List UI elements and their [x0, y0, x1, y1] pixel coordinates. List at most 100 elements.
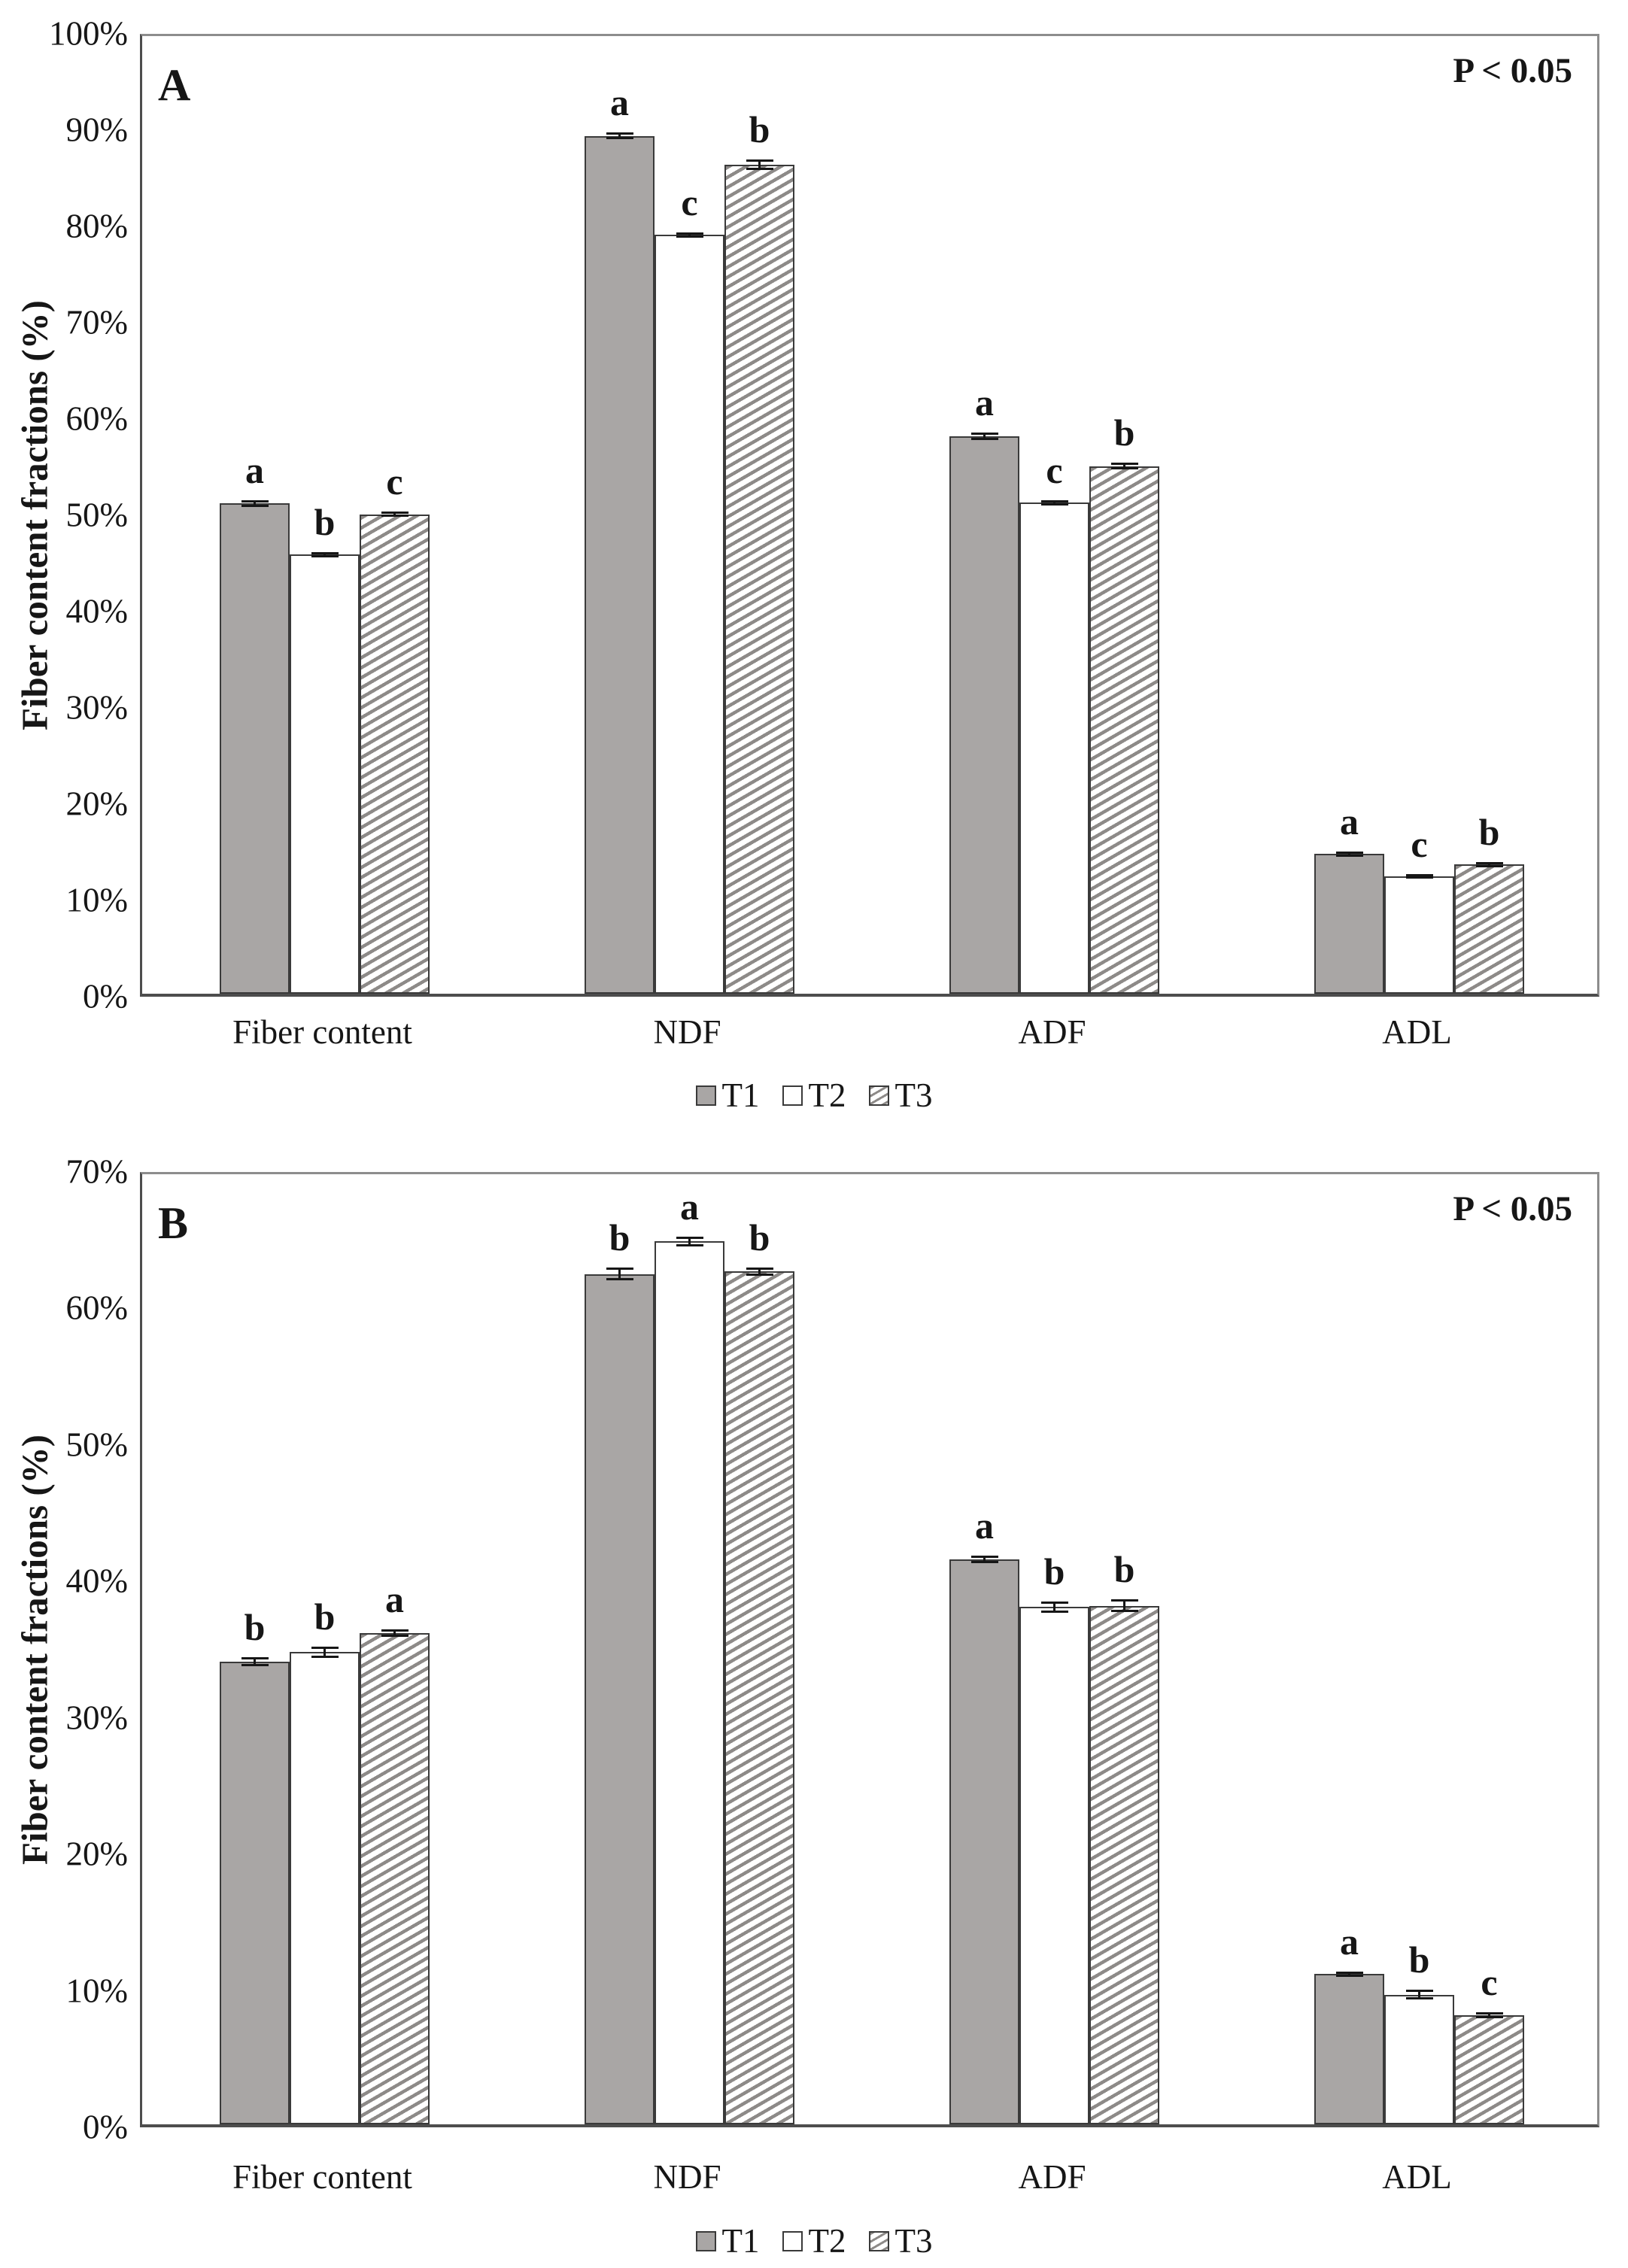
x-category-label-adf: ADF [1018, 1013, 1086, 1051]
error-bar-cap-top [241, 500, 269, 503]
sig-letter-t1-adf: a [975, 381, 994, 424]
x-category-label-adl: ADL [1382, 2158, 1452, 2196]
error-bar-cap-top [1405, 1990, 1433, 1993]
error-bar-cap-top [1475, 861, 1503, 864]
bar-t3-ndf [724, 164, 794, 994]
bar-t2-adl [1384, 1994, 1454, 2124]
legend-label-t2: T2 [808, 2222, 846, 2260]
legend-item-t2: T2 [782, 1076, 846, 1115]
sig-letter-t2-ndf: a [680, 1185, 699, 1228]
bar-t2-adf [1019, 502, 1089, 994]
error-bar-cap-top [311, 551, 339, 554]
error-bar-cap-bottom [241, 1663, 269, 1666]
y-tick-label: 50% [65, 1425, 129, 1464]
bar-t2-adf [1019, 1607, 1089, 2124]
error-bar-whisker [1053, 1602, 1055, 1612]
error-bar-cap-top [676, 232, 703, 235]
y-tick-label: 100% [49, 14, 128, 53]
error-bar-whisker [1123, 1600, 1125, 1611]
sig-letter-t3-fiber-content: c [386, 460, 403, 502]
error-bar-cap-bottom [1335, 1975, 1363, 1978]
legend-item-t1: T1 [695, 1076, 760, 1115]
error-bar-cap-top [1040, 499, 1068, 502]
x-category-label-ndf: NDF [653, 1013, 721, 1051]
error-bar-cap-bottom [1475, 865, 1503, 868]
bar-t2-ndf [655, 1241, 724, 2124]
bar-t1-adl [1314, 854, 1384, 994]
error-bar-cap-bottom [746, 167, 773, 170]
t2-white-swatch [782, 1085, 803, 1106]
legend-item-t1: T1 [695, 2221, 760, 2260]
sig-letter-t2-adl: b [1408, 1939, 1430, 1981]
sig-letter-t2-ndf: c [681, 181, 698, 223]
plot-area-b: b b a b a b a b b a b c [140, 1172, 1599, 2127]
error-bar-cap-bottom [1040, 502, 1068, 506]
panel-letter: A [158, 60, 191, 110]
error-bar-cap-bottom [1405, 876, 1433, 879]
error-bar-cap-top [1335, 851, 1363, 854]
sig-letter-t1-fiber-content: b [244, 1606, 266, 1649]
error-bar-cap-bottom [381, 1634, 409, 1637]
legend-item-t3: T3 [868, 2221, 933, 2260]
error-bar-cap-top [381, 512, 409, 514]
sig-letter-t1-adl: a [1340, 1920, 1359, 1963]
error-bar-cap-bottom [241, 504, 269, 507]
error-bar-cap-bottom [1110, 466, 1138, 469]
y-tick-label: 50% [65, 496, 129, 534]
y-tick-label: 90% [65, 111, 129, 149]
sig-letter-t3-adl: b [1478, 810, 1500, 853]
y-axis-title: Fiber content fractions (%) [14, 1435, 56, 1865]
y-tick-label: 70% [65, 303, 129, 342]
error-bar-cap-bottom [1405, 1997, 1433, 2000]
error-bar-cap-bottom [676, 235, 703, 238]
t1-gray-swatch [695, 1085, 716, 1106]
y-tick-label: 40% [65, 592, 129, 630]
error-bar-whisker [983, 433, 986, 439]
error-bar-whisker [254, 1658, 256, 1665]
sig-letter-t2-adf: b [1043, 1550, 1065, 1593]
error-bar-whisker [1488, 862, 1490, 867]
p-value-note: P < 0.05 [1453, 51, 1572, 90]
error-bar-whisker [1418, 1990, 1420, 1999]
x-category-label-adf: ADF [1018, 2158, 1086, 2196]
error-bar-cap-bottom [970, 1560, 998, 1563]
error-bar-cap-top [970, 433, 998, 436]
sig-letter-t3-fiber-content: a [385, 1578, 404, 1621]
legend: T1 T2 T3 [0, 2221, 1628, 2260]
y-tick-label: 60% [65, 399, 129, 438]
panel-letter: B [158, 1198, 189, 1248]
bar-t1-fiber-content [220, 1661, 290, 2124]
sig-letter-t1-ndf: b [609, 1216, 630, 1259]
bar-t1-adf [949, 1559, 1019, 2124]
y-tick-label: 60% [65, 1289, 129, 1327]
error-bar-cap-top [970, 1556, 998, 1559]
error-bar-cap-bottom [1040, 1610, 1068, 1613]
sig-letter-t2-adl: c [1411, 822, 1428, 865]
error-bar-cap-bottom [606, 137, 633, 140]
legend-label-t1: T1 [721, 1076, 760, 1114]
y-tick-label: 20% [65, 1835, 129, 1873]
sig-letter-t1-fiber-content: a [245, 449, 264, 492]
error-bar-whisker [393, 512, 396, 517]
x-category-label-fiber-content: Fiber content [232, 2158, 412, 2196]
error-bar-cap-bottom [746, 1273, 773, 1276]
error-bar-whisker [323, 1647, 326, 1657]
error-bar-whisker [688, 232, 691, 237]
y-tick-label: 80% [65, 207, 129, 245]
bar-t2-ndf [655, 235, 724, 994]
error-bar-whisker [1348, 852, 1350, 856]
legend-item-t2: T2 [782, 2221, 846, 2260]
error-bar-whisker [1053, 500, 1055, 505]
x-category-label-adl: ADL [1382, 1013, 1452, 1051]
y-tick-label: 0% [83, 977, 128, 1016]
legend-item-t3: T3 [868, 1076, 933, 1115]
error-bar-cap-bottom [381, 515, 409, 518]
sig-letter-t2-fiber-content: b [314, 500, 336, 543]
error-bar-cap-bottom [970, 437, 998, 440]
error-bar-whisker [254, 501, 256, 506]
sig-letter-t3-ndf: b [749, 1216, 770, 1258]
sig-letter-t3-adf: b [1113, 411, 1135, 454]
error-bar-cap-top [1475, 2012, 1503, 2015]
sig-letter-t1-ndf: a [610, 80, 629, 123]
